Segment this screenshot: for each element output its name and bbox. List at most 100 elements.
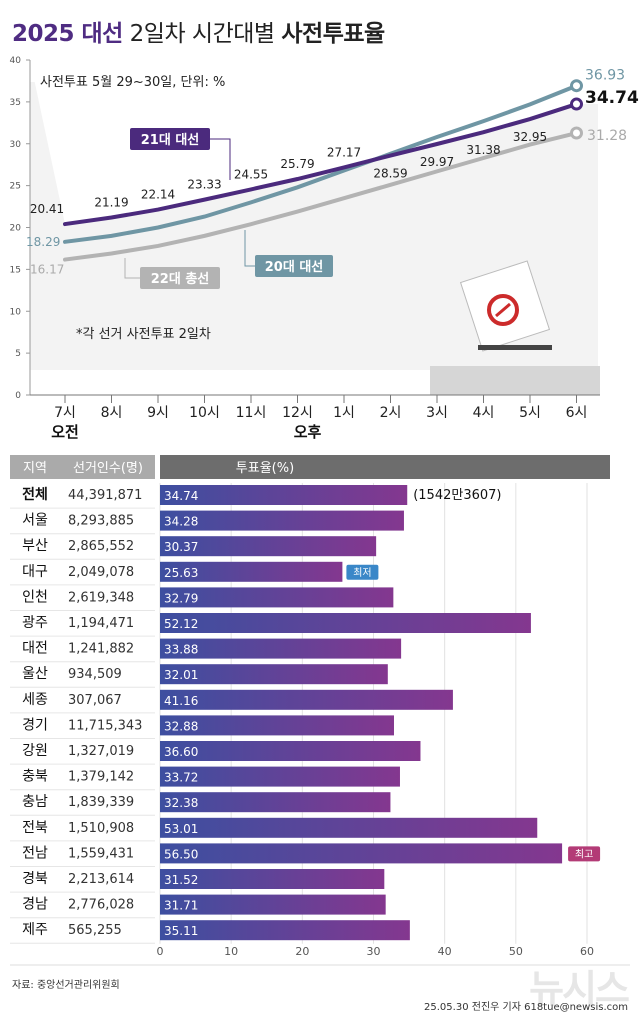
electors-value: 1,559,431 xyxy=(68,846,134,861)
data-label-20-start: 18.29 xyxy=(26,235,60,249)
y-tick-label: 0 xyxy=(15,391,21,401)
y-tick-label: 30 xyxy=(10,140,22,150)
data-label-21: 22.14 xyxy=(141,188,175,202)
lowest-badge-label: 최저 xyxy=(353,567,371,579)
turnout-label: 34.74 xyxy=(164,489,198,503)
turnout-bar xyxy=(160,766,400,787)
table-header-left xyxy=(10,455,155,479)
x-tick-label: 10시 xyxy=(189,405,220,421)
electors-value: 2,049,078 xyxy=(68,565,134,580)
region-label: 대전 xyxy=(22,641,48,657)
electors-value: 934,509 xyxy=(68,667,122,682)
data-label-21: 20.41 xyxy=(30,202,64,216)
turnout-bar xyxy=(160,715,394,736)
data-label-22-end: 31.28 xyxy=(587,128,627,144)
turnout-bar xyxy=(160,613,531,633)
y-tick-label: 5 xyxy=(15,349,21,359)
series-line-2 xyxy=(63,131,579,262)
region-label: 경기 xyxy=(22,717,48,733)
legend-leader-1 xyxy=(244,230,255,267)
data-label-21: 23.33 xyxy=(187,178,221,192)
turnout-label: 33.72 xyxy=(164,771,198,785)
turnout-bar xyxy=(160,894,386,915)
electors-value: 2,865,552 xyxy=(68,539,134,554)
turnout-label: 53.01 xyxy=(164,822,198,836)
x-tick-label: 2시 xyxy=(380,405,402,421)
series-end-point-0 xyxy=(570,97,583,111)
electors-value: 1,327,019 xyxy=(68,744,134,759)
title-main: 사전투표율 xyxy=(281,21,385,47)
electors-value: 1,241,882 xyxy=(68,642,134,657)
line-chart-subtitle: 사전투표 5월 29~30일, 단위: % xyxy=(40,75,225,90)
region-label: 충북 xyxy=(22,769,48,785)
turnout-label: 41.16 xyxy=(164,694,198,708)
electors-value: 565,255 xyxy=(68,923,122,938)
x-group-label-am: 오전 xyxy=(51,423,79,441)
bar-x-tick-label: 60 xyxy=(580,945,594,958)
turnout-bar xyxy=(160,843,563,864)
x-group-label-pm: 오후 xyxy=(294,423,322,441)
region-label: 경북 xyxy=(22,871,48,887)
x-tick-label: 11시 xyxy=(236,405,267,421)
turnout-label: 33.88 xyxy=(164,643,198,657)
data-label-21: 31.38 xyxy=(466,143,500,157)
turnout-label: 56.50 xyxy=(164,847,198,861)
region-label: 강원 xyxy=(22,743,48,759)
turnout-bar xyxy=(160,561,343,582)
x-tick-label: 5시 xyxy=(519,405,541,421)
header-electors: 선거인수(명) xyxy=(73,461,143,476)
legend-leader-0 xyxy=(210,138,231,180)
lowest-badge xyxy=(346,564,379,580)
turnout-bar xyxy=(160,689,453,710)
turnout-bar xyxy=(160,664,388,685)
turnout-bar xyxy=(160,536,377,557)
header-turnout: 투표율(%) xyxy=(236,461,294,476)
series-line-1 xyxy=(63,83,579,244)
turnout-label: 31.52 xyxy=(164,873,198,887)
y-tick-label: 25 xyxy=(10,182,21,192)
turnout-label: 35.11 xyxy=(164,924,198,938)
electors-value: 8,293,885 xyxy=(68,514,134,529)
turnout-label: 52.12 xyxy=(164,617,198,631)
region-label: 광주 xyxy=(22,615,48,631)
data-label-21: 24.55 xyxy=(234,167,268,181)
line-chart-note: *각 선거 사전투표 2일차 xyxy=(76,327,211,342)
region-label: 경남 xyxy=(22,897,48,913)
turnout-bar xyxy=(160,638,402,659)
electors-value: 2,213,614 xyxy=(68,872,134,887)
data-label-21: 27.17 xyxy=(327,145,361,159)
region-label: 서울 xyxy=(22,513,48,529)
data-label-21: 32.95 xyxy=(513,130,547,144)
bar-x-tick-label: 40 xyxy=(438,945,452,958)
turnout-bar xyxy=(160,741,421,761)
x-tick-label: 9시 xyxy=(147,405,169,421)
region-label: 전북 xyxy=(22,820,48,836)
y-tick-label: 35 xyxy=(10,98,21,108)
credit-text: 25.05.30 전진우 기자 618tue@newsis.com xyxy=(424,1002,628,1013)
title-year: 2025 대선 xyxy=(12,21,123,47)
data-label-21: 25.79 xyxy=(280,157,314,171)
turnout-label: 32.38 xyxy=(164,796,198,810)
electors-value: 2,776,028 xyxy=(68,898,134,913)
x-tick-label: 4시 xyxy=(473,405,495,421)
legend-label-2: 22대 총선 xyxy=(151,271,210,287)
vote-stamp-mark xyxy=(495,302,511,318)
line-chart-upper-area xyxy=(30,60,598,225)
x-tick-label: 12시 xyxy=(282,405,313,421)
data-label-21: 21.19 xyxy=(94,196,128,210)
title-mid: 2일차 시간대별 xyxy=(129,21,275,47)
turnout-bar xyxy=(160,485,408,505)
y-tick-label: 20 xyxy=(10,224,22,234)
legend-label-1: 20대 대선 xyxy=(265,259,324,275)
region-label: 부산 xyxy=(22,538,48,554)
turnout-label: 32.79 xyxy=(164,591,198,605)
x-tick-label: 3시 xyxy=(426,405,448,421)
electors-value: 11,715,343 xyxy=(68,718,142,733)
legend-leader-2 xyxy=(124,258,140,279)
ballot-paper-icon xyxy=(459,260,551,352)
bar-x-tick-label: 0 xyxy=(157,945,164,958)
total-voters-label: (1542만3607) xyxy=(413,488,501,503)
data-label-21: 28.59 xyxy=(373,167,407,181)
region-label: 세종 xyxy=(22,692,48,708)
